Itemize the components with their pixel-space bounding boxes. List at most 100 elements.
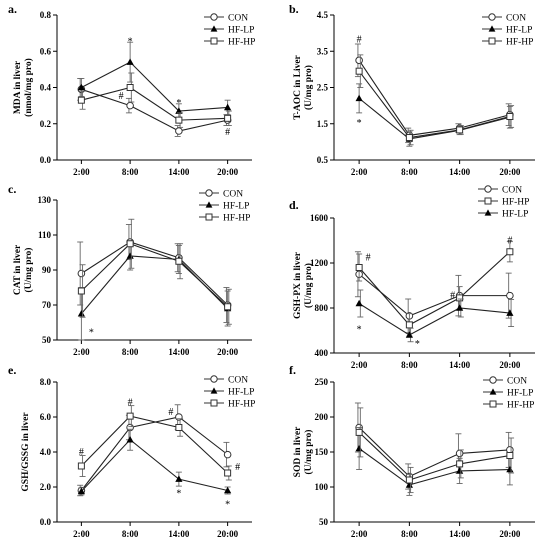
y-tick-label: 1200 [310,258,329,268]
series-line [81,241,229,306]
significance-star: * [225,500,230,511]
data-point [126,412,134,420]
y-tick-label: 0.0 [40,155,52,165]
data-point [506,248,514,256]
data-point [77,487,85,495]
series-hf-lp [77,41,232,119]
series-con [354,402,514,490]
series-line [80,243,229,308]
series-con [77,224,232,323]
y-tick-label: 1600 [310,213,329,223]
y-tick-label: 70 [42,300,52,310]
data-point [77,83,85,91]
legend-label: HF-LP [502,210,528,220]
data-point [77,269,86,278]
legend-label: HF-HP [507,401,534,411]
x-tick-label: 14:00 [449,529,470,539]
legend-marker [210,25,218,32]
series-line [358,432,510,481]
y-tick-label: 400 [315,348,329,358]
chart-panel-5: e. 0.0 2.0 4.0 6.0 8.0 2:00 8:00 14:00 20:00 GSH/G… [8,363,255,539]
legend-label: HF-HP [228,38,255,48]
data-point [175,127,183,135]
legend-marker [210,375,218,383]
legend-marker [484,185,492,193]
x-tick-label: 8:00 [122,167,139,177]
y-tick-label: 4.5 [317,10,329,20]
x-tick-label: 2:00 [73,167,90,177]
x-tick-label: 14:00 [449,167,470,177]
series-hf-hp [77,72,232,128]
panel-label: e. [8,363,16,377]
data-point [405,476,413,484]
series-hf-lp [77,428,232,496]
y-tick-label: 0.4 [40,83,52,93]
significance-hash: # [450,291,455,302]
significance-star: * [357,324,362,335]
data-point [506,113,514,120]
panel-label: f. [289,363,296,377]
x-tick-label: 8:00 [122,347,139,357]
legend-marker [210,37,218,45]
x-tick-label: 14:00 [168,529,189,539]
y-tick-label: 2.0 [40,482,52,492]
data-point [506,452,514,459]
x-tick-label: 14:00 [449,360,470,370]
data-point [224,114,232,122]
series-line [80,415,229,474]
y-axis-label: MDA in liver [13,60,23,114]
chart-panel-4: d. 400 800 1200 1600 2:00 8:00 14:00 20:00 GSH-PX… [289,185,535,370]
y-axis-unit: (U/mg pro) [303,430,314,475]
series-line [81,86,228,121]
y-tick-label: 4.0 [40,447,52,457]
x-tick-label: 2:00 [351,529,368,539]
legend: CON HF-LP HF-HP [204,375,255,410]
legend-marker [489,376,497,384]
x-tick-label: 2:00 [351,360,368,370]
x-tick-label: 20:00 [217,167,238,177]
legend: CON HF-LP HF-HP [482,13,533,48]
legend-label: CON [228,14,248,24]
data-point [175,107,183,114]
data-point [77,96,85,104]
panel-label: c. [8,182,16,196]
legend-marker [484,209,492,216]
y-tick-label: 2.5 [317,83,329,93]
y-axis-unit: (nmol/mg pro) [23,58,34,117]
legend-marker [484,197,492,205]
data-point [126,252,134,259]
legend-marker [205,213,213,221]
legend-label: HF-HP [502,198,529,208]
series-hf-lp [355,83,514,147]
legend-marker [488,37,496,45]
significance-hash: # [225,127,230,138]
significance-hash: # [79,447,84,458]
series-line [358,60,511,136]
legend-label: CON [502,186,522,196]
y-axis-label: SOD in liver [293,426,303,477]
legend-label: HF-LP [228,388,254,398]
legend-label: HF-HP [506,38,533,48]
y-axis-label: GSH/GSSG in liver [21,412,31,492]
legend-marker [210,387,218,394]
series-line [358,273,510,317]
data-point [126,101,134,110]
data-point [126,240,134,248]
series-line [81,88,228,132]
data-point [77,462,85,470]
legend-label: HF-LP [228,26,254,36]
legend-marker [205,201,213,208]
legend-label: CON [507,377,527,387]
data-point [355,67,363,75]
series-hf-lp [77,241,232,341]
y-axis-unit: (U/mg pro) [303,263,314,308]
chart-panel-1: a. 0.0 0.2 0.4 0.6 0.8 2:00 8:00 14:00 20:00 MDA i… [8,2,255,177]
series-line [358,97,511,140]
significance-hash: # [366,252,371,263]
x-tick-label: 8:00 [122,529,139,539]
data-point [126,84,134,91]
data-point [405,134,413,142]
data-point [224,303,232,311]
data-point [456,126,464,134]
legend-label: HF-HP [228,400,255,410]
